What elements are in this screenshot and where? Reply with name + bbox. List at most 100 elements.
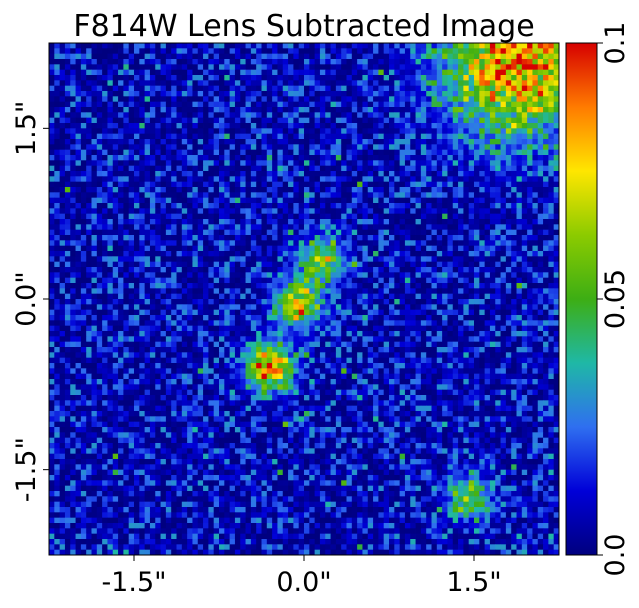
heatmap-cell (49, 91, 55, 97)
heatmap-cell (75, 181, 82, 188)
heatmap-cell (389, 139, 395, 145)
heatmap-cell (176, 288, 183, 295)
heatmap-cell (548, 107, 555, 113)
heatmap-cell (181, 165, 188, 172)
heatmap-cell (282, 213, 289, 220)
heatmap-cell (208, 304, 215, 311)
heatmap-cell (426, 96, 432, 103)
heatmap-cell (102, 277, 108, 284)
heatmap-cell (187, 187, 193, 193)
heatmap-cell (282, 43, 289, 49)
heatmap-cell (484, 272, 491, 279)
heatmap-cell (86, 96, 92, 103)
heatmap-cell (436, 155, 443, 161)
heatmap-cell (500, 101, 507, 108)
heatmap-cell (553, 91, 560, 97)
heatmap-cell (314, 208, 321, 215)
heatmap-cell (484, 48, 491, 55)
heatmap-cell (463, 256, 470, 263)
heatmap-cell (102, 43, 108, 49)
heatmap-cell (521, 299, 528, 305)
heatmap-cell (426, 251, 432, 257)
heatmap-cell (415, 245, 422, 252)
heatmap-cell (447, 208, 454, 215)
heatmap-cell (234, 69, 241, 76)
heatmap-cell (511, 203, 517, 209)
heatmap-cell (171, 149, 177, 156)
heatmap-cell (181, 245, 188, 252)
heatmap-cell (49, 133, 55, 140)
heatmap-cell (420, 213, 427, 220)
heatmap-cell (91, 304, 98, 311)
heatmap-cell (107, 133, 114, 140)
heatmap-cell (373, 144, 379, 151)
heatmap-cell (474, 309, 480, 316)
heatmap-cell (335, 123, 342, 129)
heatmap-cell (176, 149, 183, 156)
heatmap-cell (335, 91, 342, 97)
heatmap-cell (134, 309, 140, 316)
heatmap-cell (219, 267, 225, 273)
heatmap-cell (357, 117, 363, 124)
heatmap-cell (160, 112, 167, 119)
heatmap-cell (54, 256, 61, 263)
heatmap-cell (134, 101, 140, 108)
heatmap-cell (495, 117, 501, 124)
heatmap-cell (447, 149, 454, 156)
heatmap-cell (394, 75, 401, 81)
heatmap-cell (309, 96, 316, 103)
heatmap-cell (399, 192, 406, 199)
heatmap-cell (192, 235, 199, 241)
heatmap-cell (373, 171, 379, 177)
heatmap-cell (266, 139, 273, 145)
heatmap-cell (102, 80, 108, 87)
heatmap-cell (362, 288, 369, 295)
heatmap-cell (187, 181, 193, 188)
heatmap-cell (383, 112, 390, 119)
heatmap-cell (288, 155, 294, 161)
heatmap-cell (155, 53, 161, 60)
heatmap-cell (346, 245, 353, 252)
heatmap-cell (219, 304, 225, 311)
heatmap-cell (245, 80, 252, 87)
heatmap-cell (389, 219, 395, 225)
heatmap-cell (319, 309, 326, 316)
heatmap-cell (54, 213, 61, 220)
heatmap-cell (176, 267, 183, 273)
heatmap-cell (298, 133, 305, 140)
heatmap-cell (447, 176, 454, 183)
heatmap-cell (373, 251, 379, 257)
heatmap-cell (245, 64, 252, 71)
heatmap-cell (341, 123, 347, 129)
heatmap-cell (420, 224, 427, 231)
heatmap-cell (64, 256, 71, 263)
heatmap-cell (304, 299, 310, 305)
heatmap-cell (96, 80, 103, 87)
heatmap-cell (165, 267, 172, 273)
heatmap-cell (521, 171, 528, 177)
heatmap-cell (75, 149, 82, 156)
heatmap-cell (49, 283, 55, 289)
heatmap-cell (102, 123, 108, 129)
heatmap-cell (410, 240, 416, 247)
heatmap-cell (505, 171, 512, 177)
heatmap-cell (505, 176, 512, 183)
heatmap-cell (192, 213, 199, 220)
heatmap-cell (250, 267, 257, 273)
heatmap-cell (208, 299, 215, 305)
heatmap-cell (511, 149, 517, 156)
heatmap-cell (500, 80, 507, 87)
heatmap-cell (160, 277, 167, 284)
heatmap-cell (144, 91, 151, 97)
heatmap-cell (261, 267, 268, 273)
heatmap-cell (553, 288, 560, 295)
heatmap-cell (394, 277, 401, 284)
heatmap-cell (410, 123, 416, 129)
heatmap-cell (532, 245, 539, 252)
heatmap-cell (468, 165, 475, 172)
heatmap-cell (86, 59, 92, 65)
heatmap-cell (149, 261, 156, 268)
heatmap-cell (319, 293, 326, 300)
heatmap-cell (86, 309, 92, 316)
heatmap-cell (463, 293, 470, 300)
